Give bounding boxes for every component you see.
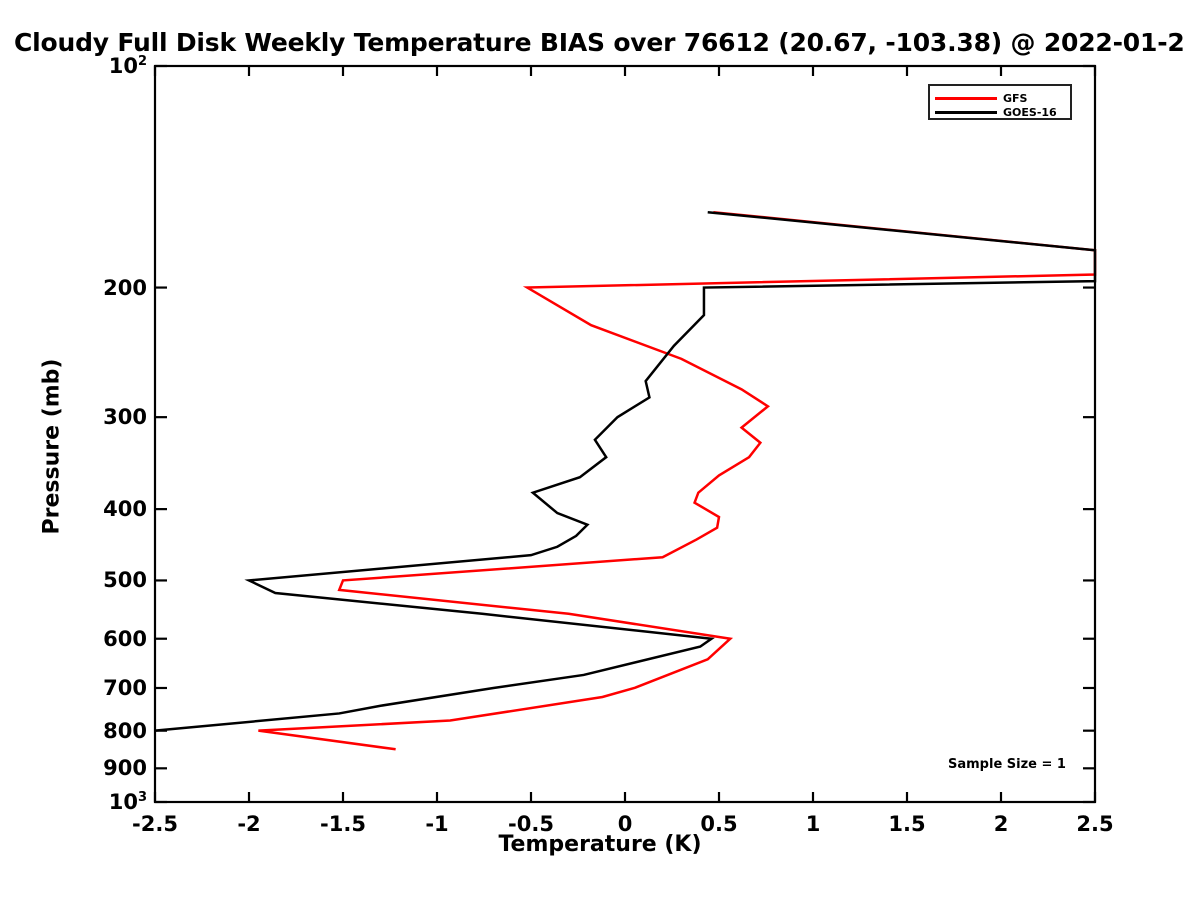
legend-swatch-goes16 bbox=[935, 110, 997, 114]
series-line-gfs bbox=[258, 210, 1097, 751]
y-tick-label: 600 bbox=[103, 626, 147, 651]
plot-frame bbox=[153, 64, 1097, 804]
x-tick-label: -0.5 bbox=[508, 812, 554, 836]
x-tick-label: 0 bbox=[617, 812, 633, 836]
x-tick-label: -2 bbox=[237, 812, 261, 836]
x-tick-label: -2.5 bbox=[132, 812, 178, 836]
legend-entry-goes16: GOES-16 bbox=[935, 105, 1057, 119]
legend-label-gfs: GFS bbox=[1003, 91, 1028, 105]
x-tick-label: 0.5 bbox=[700, 812, 738, 836]
data-series-layer bbox=[154, 210, 1097, 751]
legend-swatch-gfs bbox=[935, 96, 997, 100]
y-tick-label: 900 bbox=[103, 756, 147, 781]
x-tick-label: -1 bbox=[425, 812, 449, 836]
y-tick-label: 103 bbox=[108, 790, 147, 814]
y-tick-label: 500 bbox=[103, 568, 147, 593]
series-line-goes-16 bbox=[154, 210, 1097, 732]
y-tick-label: 300 bbox=[103, 405, 147, 430]
y-tick-label: 102 bbox=[108, 54, 147, 78]
x-tick-label: -1.5 bbox=[320, 812, 366, 836]
y-tick-label: 700 bbox=[103, 675, 147, 700]
x-tick-label: 1.5 bbox=[888, 812, 926, 836]
y-tick-label: 200 bbox=[103, 275, 147, 300]
sample-size-annotation: Sample Size = 1 bbox=[948, 757, 1066, 772]
y-axis-label: Pressure (mb) bbox=[39, 358, 65, 535]
y-tick-label: 800 bbox=[103, 718, 147, 743]
legend[interactable]: GFS GOES-16 bbox=[928, 84, 1072, 120]
legend-label-goes16: GOES-16 bbox=[1003, 105, 1057, 119]
y-axis-label-wrapper: Pressure (mb) bbox=[40, 127, 65, 767]
x-tick-label: 2 bbox=[993, 812, 1009, 836]
x-tick-label: 2.5 bbox=[1076, 812, 1114, 836]
y-tick-label: 400 bbox=[103, 497, 147, 522]
legend-entry-gfs: GFS bbox=[935, 91, 1027, 105]
x-tick-label: 1 bbox=[805, 812, 821, 836]
x-axis-ticks bbox=[153, 66, 1097, 802]
page-title: Cloudy Full Disk Weekly Temperature BIAS… bbox=[14, 28, 1185, 57]
x-axis-label: Temperature (K) bbox=[498, 832, 702, 857]
